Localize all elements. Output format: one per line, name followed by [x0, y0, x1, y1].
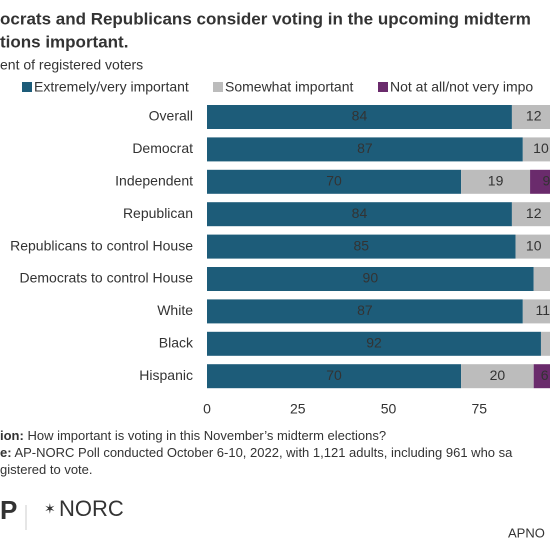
- note-text: gistered to vote.: [0, 462, 93, 477]
- bar-segment: [533, 267, 550, 291]
- bar-segment: [461, 169, 531, 194]
- bar-segment: [207, 169, 462, 194]
- legend-label: Not at all/not very impo: [390, 79, 533, 95]
- note-text: How important is voting in this November…: [27, 428, 386, 443]
- legend-label: Somewhat important: [225, 79, 354, 95]
- bar-segment: [207, 267, 534, 291]
- x-tick-label: 0: [203, 401, 211, 417]
- value-label: 85: [353, 237, 369, 253]
- value-label: 90: [363, 270, 379, 286]
- value-label: 70: [326, 173, 342, 189]
- note: e: AP-NORC Poll conducted October 6-10, …: [0, 445, 513, 460]
- value-label: 87: [357, 302, 373, 318]
- category-label: Black: [159, 335, 194, 351]
- value-label: 70: [326, 367, 342, 383]
- category-label: Republicans to control House: [10, 237, 193, 253]
- category-label: Hispanic: [139, 367, 193, 383]
- value-label: 12: [526, 205, 542, 221]
- value-label: 9: [543, 173, 550, 189]
- chart-title: tions important.: [0, 32, 128, 51]
- bar-segment: [207, 331, 541, 356]
- value-label: 6: [541, 367, 549, 383]
- corner-logo: APNO: [508, 525, 545, 540]
- chart-subtitle: ent of registered voters: [0, 57, 143, 73]
- bar-segment: [511, 105, 550, 129]
- bar-segment: [207, 105, 512, 129]
- note-label: ion:: [0, 428, 24, 443]
- bar-segment: [511, 202, 550, 227]
- category-label: Republican: [123, 205, 193, 221]
- bar-segment: [207, 137, 523, 162]
- value-label: 10: [526, 237, 542, 253]
- x-tick-label: 25: [290, 401, 306, 417]
- legend-label: Extremely/very important: [34, 79, 189, 95]
- bar-segment: [207, 202, 512, 227]
- note-text: AP-NORC Poll conducted October 6-10, 202…: [14, 445, 513, 460]
- category-label: Overall: [149, 108, 193, 124]
- value-label: 84: [352, 205, 368, 221]
- legend-swatch: [213, 82, 223, 92]
- bar-segment: [522, 299, 550, 324]
- value-label: 12: [526, 108, 542, 124]
- chart-title: ocrats and Republicans consider voting i…: [0, 9, 531, 28]
- bar-segment: [530, 169, 550, 194]
- category-label: Democrats to control House: [19, 270, 193, 286]
- legend-swatch: [22, 82, 32, 92]
- ap-logo: P: [0, 495, 17, 525]
- bar-segment: [522, 137, 550, 162]
- bar-segment: [207, 364, 462, 389]
- norc-logo: NORC: [59, 496, 124, 521]
- category-label: White: [157, 302, 193, 318]
- bar-segment: [207, 299, 523, 324]
- value-label: 87: [357, 140, 373, 156]
- value-label: 10: [533, 140, 549, 156]
- category-label: Independent: [115, 173, 193, 189]
- note-label: e:: [0, 445, 12, 460]
- bar-segment: [207, 234, 516, 259]
- legend-swatch: [378, 82, 388, 92]
- value-label: 84: [352, 108, 368, 124]
- value-label: 20: [490, 367, 506, 383]
- x-tick-label: 75: [471, 401, 487, 417]
- bar-segment: [540, 331, 550, 356]
- bar-segment: [515, 234, 550, 259]
- norc-star: ✶: [44, 501, 56, 517]
- bar-segment: [461, 364, 534, 389]
- bar-segment: [533, 364, 550, 389]
- value-label: 19: [488, 173, 504, 189]
- x-tick-label: 50: [381, 401, 397, 417]
- value-label: 92: [366, 335, 382, 351]
- value-label: 11: [536, 302, 550, 318]
- note: ion: How important is voting in this Nov…: [0, 428, 386, 443]
- category-label: Democrat: [132, 140, 193, 156]
- note: gistered to vote.: [0, 462, 93, 477]
